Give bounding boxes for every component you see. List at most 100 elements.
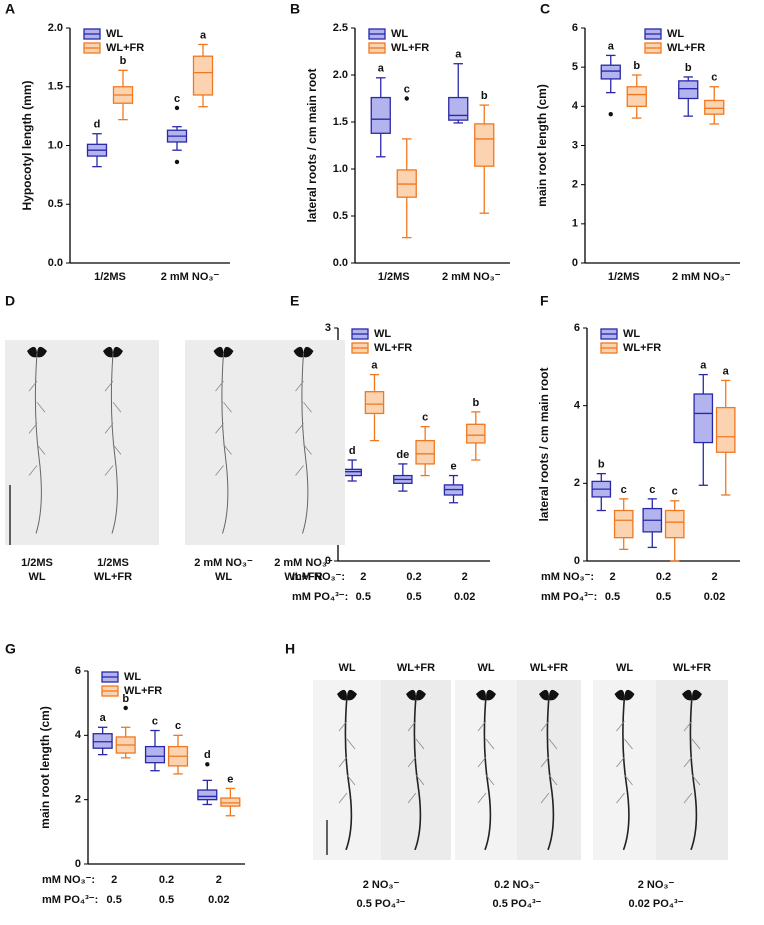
significance-letter: d [349, 445, 356, 457]
y-tick-label: 0.5 [333, 210, 348, 222]
lateral-root [223, 444, 232, 455]
y-tick-label: 2 [574, 477, 580, 489]
x-tick-label: 0.5 [406, 591, 421, 603]
lateral-root [28, 423, 38, 434]
y-tick-label: 6 [75, 665, 81, 677]
lateral-root [303, 401, 312, 413]
seedling-leaves [614, 689, 635, 701]
y-tick-label: 6 [574, 322, 580, 334]
x-tick-label: 0.2 [656, 571, 671, 583]
legend-label: WL [623, 328, 640, 340]
x-tick-label: 2 [462, 571, 468, 583]
box [626, 86, 647, 107]
significance-letter: b [685, 62, 692, 74]
box [415, 439, 435, 465]
column-label: WL+FR [530, 662, 568, 674]
x-tick-label: 0.5 [656, 591, 671, 603]
x-tick-label: 0.5 [159, 894, 174, 906]
lateral-root [624, 738, 633, 750]
significance-letter: a [371, 360, 378, 372]
significance-letter: b [120, 55, 127, 67]
x-tick-label: 2 [360, 571, 366, 583]
y-axis-label: main root length (cm) [535, 84, 549, 207]
y-tick-label: 3 [325, 322, 331, 334]
column-label: WL [616, 662, 633, 674]
x-row-label: mM PO₄³⁻: [541, 591, 597, 603]
seedling-leaves [539, 689, 559, 701]
column-label: WL [477, 662, 494, 674]
seedling-leaves [682, 689, 702, 701]
lateral-root [295, 465, 304, 476]
x-tick-label: 0.5 [605, 591, 620, 603]
x-row-label: mM NO₃⁻: [42, 874, 95, 886]
lateral-root [616, 756, 625, 768]
significance-letter: c [422, 412, 428, 424]
x-tick-label: 0.2 [159, 874, 174, 886]
legend-label: WL+FR [374, 342, 412, 354]
y-tick-label: 1.5 [333, 116, 348, 128]
significance-letter: b [481, 90, 488, 102]
x-tick-label: 1/2MS [608, 271, 640, 283]
seedling-leaves [406, 689, 426, 701]
seedling-leaves [27, 346, 47, 358]
group-label: 0.5 PO₄³⁻ [493, 898, 542, 910]
y-tick-label: 0 [75, 858, 81, 870]
box [613, 509, 634, 539]
lateral-root [223, 401, 232, 413]
y-axis-label: Hypocotyl length (mm) [20, 80, 34, 210]
legend-label: WL+FR [623, 342, 661, 354]
y-tick-label: 1.0 [333, 163, 348, 175]
lateral-root [346, 738, 356, 750]
y-tick-label: 2.0 [48, 22, 63, 34]
legend-label: WL [391, 28, 408, 40]
lateral-root [215, 423, 224, 434]
column-label: WL+FR [673, 662, 711, 674]
panel-label: C [540, 1, 550, 17]
lateral-root [691, 774, 701, 786]
box [466, 423, 486, 444]
lateral-root [407, 756, 417, 768]
x-tick-label: 0.5 [107, 894, 122, 906]
significance-letter: b [598, 459, 605, 471]
legend-label: WL+FR [391, 42, 429, 54]
box [220, 797, 241, 807]
outlier [608, 111, 613, 117]
lateral-root [415, 774, 425, 786]
legend-label: WL [667, 28, 684, 40]
y-tick-label: 4 [572, 100, 579, 112]
lateral-root [104, 380, 114, 392]
seedling-leaves [213, 346, 234, 358]
significance-letter: b [472, 397, 479, 409]
lateral-root [303, 444, 312, 455]
panel-label: A [5, 1, 15, 17]
column-label: WL [338, 662, 355, 674]
panel-label: G [5, 641, 16, 657]
seedling-leaves [103, 346, 123, 358]
y-tick-label: 5 [572, 61, 578, 73]
significance-letter: a [200, 29, 207, 41]
group-label: 0.02 PO₄³⁻ [628, 898, 683, 910]
significance-letter: c [711, 72, 717, 84]
lateral-root [485, 774, 495, 786]
significance-letter: a [100, 712, 107, 724]
significance-letter: c [621, 484, 627, 496]
lateral-root [540, 756, 550, 768]
photo-label: WL [215, 571, 232, 583]
panel-label: B [290, 1, 300, 17]
significance-letter: a [723, 365, 730, 377]
box [664, 509, 685, 539]
y-tick-label: 4 [75, 729, 82, 741]
box [364, 391, 385, 415]
panel-label: D [5, 293, 15, 309]
photo-label: 2 mM NO₃⁻ [274, 557, 333, 569]
outlier [404, 96, 409, 101]
x-row-label: mM NO₃⁻: [292, 571, 345, 583]
outlier [174, 159, 180, 165]
lateral-root [548, 774, 558, 786]
y-tick-label: 0 [572, 257, 578, 269]
box [342, 468, 362, 477]
significance-letter: c [649, 484, 655, 496]
legend-label: WL+FR [124, 685, 162, 697]
x-tick-label: 2 [609, 571, 615, 583]
